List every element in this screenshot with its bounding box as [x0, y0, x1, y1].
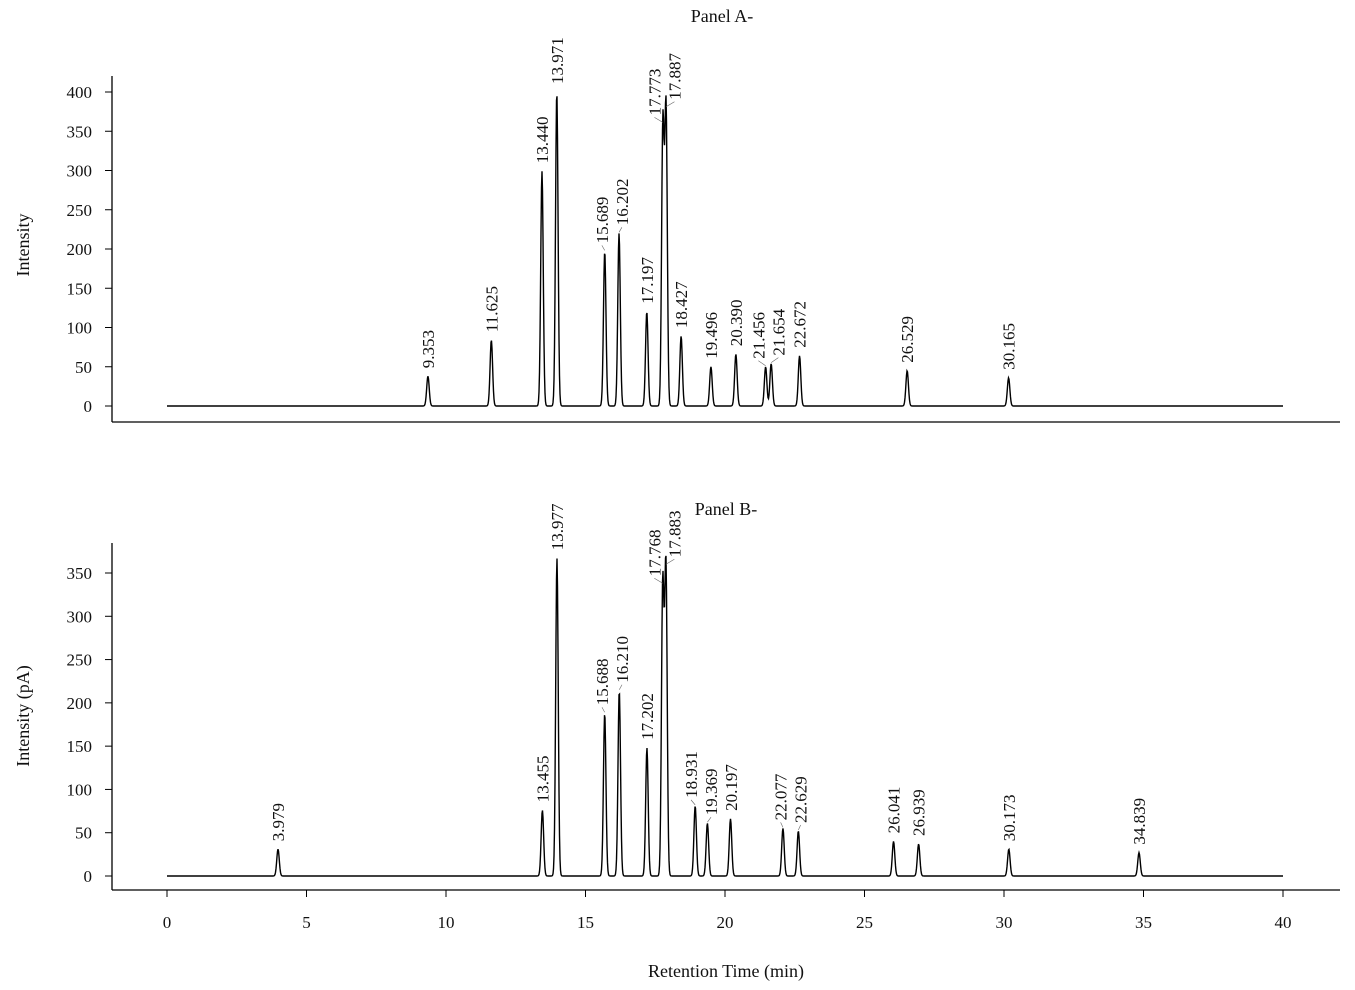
peak-label: 19.369 — [702, 768, 721, 815]
peak-label: 17.197 — [638, 257, 657, 304]
peak-label: 17.202 — [638, 693, 657, 740]
peak-label-leader — [798, 824, 801, 831]
x-tick-label: 40 — [1275, 913, 1292, 932]
y-tick-label: 200 — [67, 694, 93, 713]
x-tick-label: 5 — [302, 913, 311, 932]
peak-label: 22.672 — [791, 301, 810, 348]
y-tick-label: 300 — [67, 607, 93, 626]
peak-label-leader — [758, 360, 766, 366]
peak-label-leader — [770, 357, 779, 363]
peak-label: 9.353 — [419, 330, 438, 368]
y-axis-label: Intensity (pA) — [13, 665, 34, 766]
peak-label: 16.210 — [613, 636, 632, 683]
peak-label: 21.654 — [769, 308, 788, 355]
peak-label-leader — [618, 227, 623, 233]
x-tick-label: 15 — [577, 913, 594, 932]
peak-label: 17.883 — [665, 510, 684, 557]
peak-label-leader — [707, 817, 712, 823]
x-tick-label: 30 — [996, 913, 1013, 932]
y-tick-label: 150 — [67, 279, 93, 298]
peak-label: 26.041 — [885, 787, 904, 834]
peak-label: 13.971 — [548, 37, 567, 84]
peak-label: 19.496 — [702, 312, 721, 359]
peak-label: 18.427 — [672, 281, 691, 328]
peak-label-leader — [601, 245, 605, 251]
peak-label: 30.165 — [1000, 323, 1019, 370]
peak-label: 3.979 — [269, 803, 288, 841]
peak-label: 11.625 — [482, 286, 501, 332]
peak-label: 30.173 — [1000, 794, 1019, 841]
y-tick-label: 350 — [67, 122, 93, 141]
peak-label-leader — [665, 558, 675, 565]
peak-label-leader — [601, 707, 605, 713]
peak-label: 26.939 — [910, 789, 929, 836]
peak-label: 16.202 — [613, 179, 632, 226]
peak-label: 17.768 — [645, 530, 664, 577]
y-tick-label: 50 — [75, 824, 92, 843]
x-tick-label: 20 — [717, 913, 734, 932]
x-tick-label: 25 — [856, 913, 873, 932]
peak-label: 18.931 — [682, 751, 701, 798]
y-tick-label: 350 — [67, 564, 93, 583]
y-tick-label: 0 — [84, 867, 93, 886]
peak-label: 17.773 — [645, 69, 664, 116]
peak-label: 15.688 — [593, 658, 612, 705]
peak-label: 20.197 — [722, 764, 741, 811]
peak-label: 20.390 — [727, 299, 746, 346]
peak-label: 22.077 — [772, 773, 791, 820]
peak-label: 13.977 — [548, 503, 567, 550]
y-tick-label: 250 — [67, 651, 93, 670]
y-tick-label: 300 — [67, 162, 93, 181]
x-tick-label: 35 — [1135, 913, 1152, 932]
peak-label: 22.629 — [792, 776, 811, 823]
y-tick-label: 200 — [67, 240, 93, 259]
peak-label: 13.455 — [533, 755, 552, 802]
x-axis-label: Retention Time (min) — [648, 961, 804, 982]
panel-title: Panel B- — [695, 499, 758, 519]
peak-label-leader — [780, 822, 784, 828]
y-axis-label: Intensity — [13, 214, 33, 277]
y-tick-label: 150 — [67, 737, 93, 756]
y-tick-label: 400 — [67, 83, 93, 102]
peak-label-leader — [618, 684, 623, 690]
peak-label: 13.440 — [533, 117, 552, 164]
y-tick-label: 100 — [67, 780, 93, 799]
y-tick-label: 100 — [67, 319, 93, 338]
peak-label-leader — [690, 799, 696, 806]
y-tick-label: 250 — [67, 201, 93, 220]
peak-label: 21.456 — [749, 312, 768, 359]
peak-label-leader — [654, 577, 663, 584]
peak-label: 26.529 — [898, 316, 917, 363]
y-tick-label: 0 — [84, 397, 93, 416]
peak-label: 15.689 — [593, 197, 612, 244]
peak-label: 34.839 — [1130, 798, 1149, 845]
y-tick-label: 50 — [75, 358, 92, 377]
chromatogram-trace — [167, 555, 1283, 877]
peak-label-leader — [654, 117, 664, 123]
panel-title: Panel A- — [691, 6, 754, 26]
chromatogram-trace — [167, 95, 1283, 407]
peak-label-leader — [665, 101, 675, 107]
x-tick-label: 0 — [163, 913, 172, 932]
x-tick-label: 10 — [438, 913, 455, 932]
peak-label: 17.887 — [666, 52, 685, 99]
